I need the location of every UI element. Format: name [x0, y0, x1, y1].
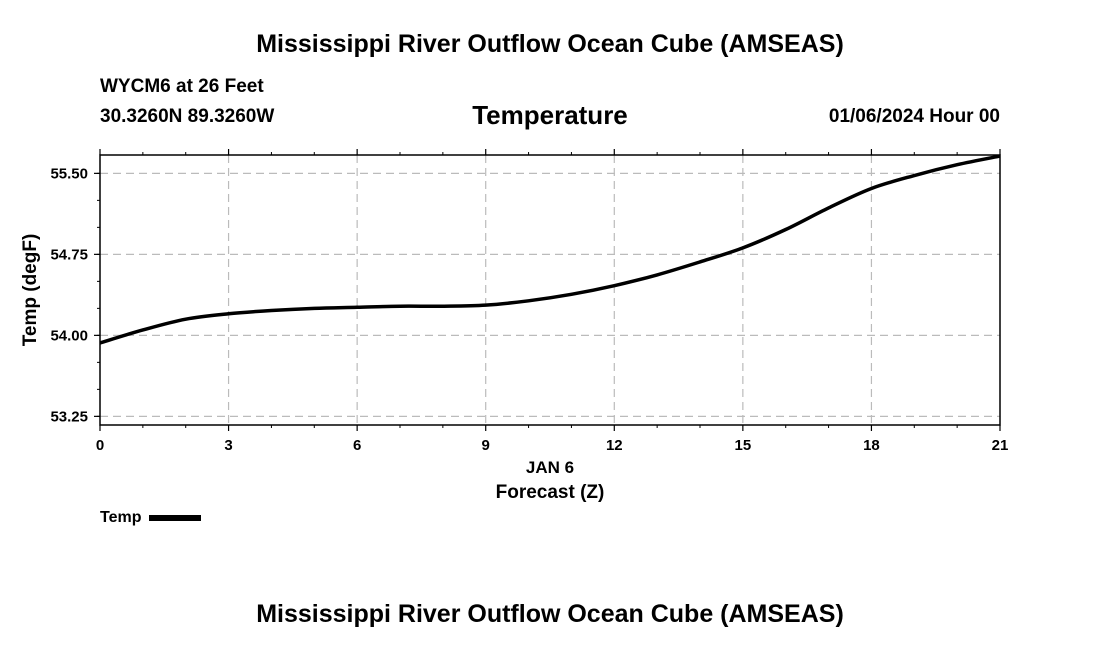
legend: Temp [100, 509, 202, 527]
chart-footer-title: Mississippi River Outflow Ocean Cube (AM… [256, 600, 844, 628]
x-tick-label: 3 [224, 437, 232, 454]
x-tick-label: 12 [606, 437, 623, 454]
y-tick-label: 54.00 [50, 327, 88, 344]
x-axis-date-label: JAN 6 [525, 458, 575, 477]
x-tick-label: 18 [863, 437, 880, 454]
station-label: WYCM6 at 26 Feet [100, 76, 264, 97]
y-tick-label: 53.25 [50, 408, 88, 425]
plot-frame [99, 154, 1001, 426]
x-tick-label: 21 [992, 437, 1009, 454]
y-tick-label: 54.75 [50, 246, 88, 263]
forecast-date-label: 01/06/2024 Hour 00 [828, 106, 1000, 127]
y-tick-label: 55.50 [50, 165, 88, 182]
legend-label-temp: Temp [100, 509, 142, 526]
x-axis-title: Forecast (Z) [495, 482, 605, 503]
legend-swatch-temp [149, 515, 202, 521]
coordinates-label: 30.3260N 89.3260W [100, 106, 275, 127]
y-axis-title: Temp (degF) [20, 234, 41, 347]
x-tick-label: 15 [735, 437, 752, 454]
chart-main-title: Mississippi River Outflow Ocean Cube (AM… [256, 30, 844, 58]
x-tick-label: 9 [482, 437, 490, 454]
series-line-temp [99, 154, 1001, 345]
x-tick-label: 0 [96, 437, 104, 454]
x-tick-label: 6 [353, 437, 361, 454]
chart-variable-title: Temperature [472, 100, 628, 130]
